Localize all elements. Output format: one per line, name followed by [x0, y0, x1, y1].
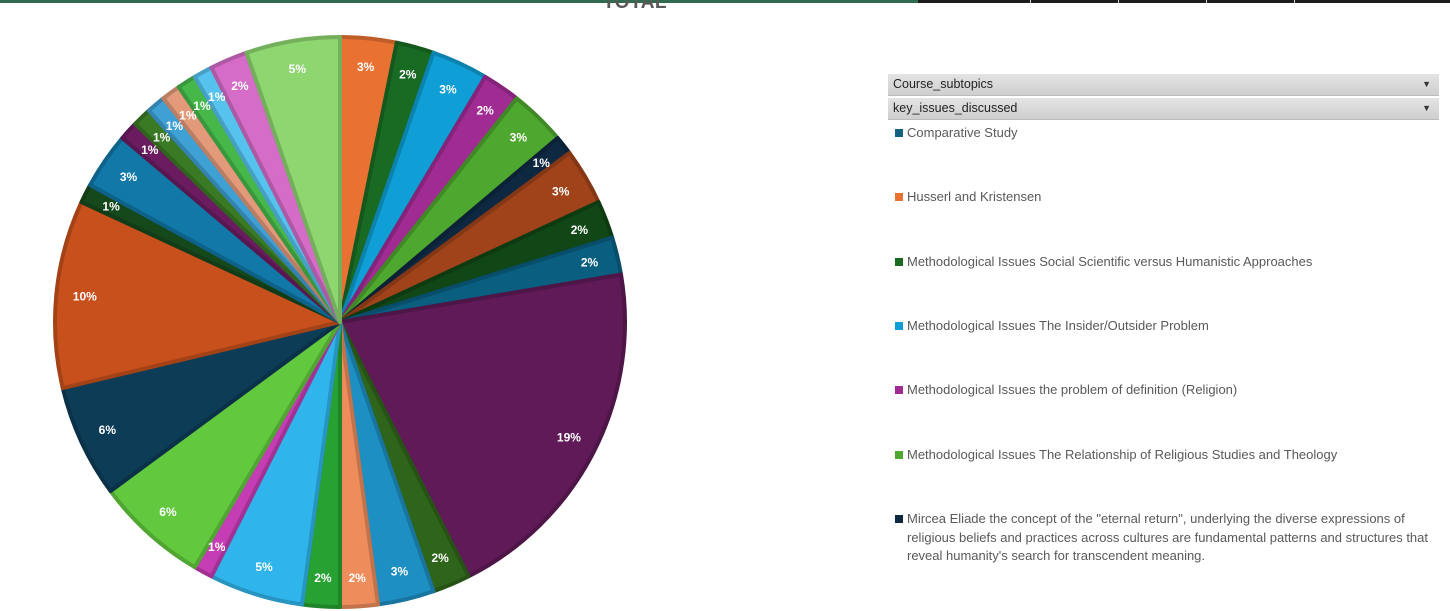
- legend-item: Methodological Issues The Relationship o…: [895, 446, 1430, 465]
- slice-data-label: 2%: [431, 551, 449, 565]
- slice-data-label: 19%: [557, 431, 581, 445]
- pie-slice[interactable]: [60, 320, 342, 494]
- slice-data-label: 3%: [120, 170, 138, 184]
- slice-data-label: 2%: [571, 223, 589, 237]
- legend-swatch: [895, 515, 903, 523]
- legend-label: Methodological Issues The Insider/Outsid…: [907, 318, 1209, 333]
- slice-data-label: 3%: [552, 184, 570, 198]
- legend-label: Methodological Issues Social Scientific …: [907, 254, 1313, 269]
- legend-label: Comparative Study: [907, 125, 1018, 140]
- slice-data-label: 3%: [391, 565, 409, 579]
- legend-label: Methodological Issues The Relationship o…: [907, 447, 1338, 462]
- slice-data-label: 2%: [314, 571, 332, 585]
- legend-label: Methodological Issues the problem of def…: [907, 382, 1238, 397]
- legend-item: Methodological Issues the problem of def…: [895, 381, 1430, 400]
- legend-label: Husserl and Kristensen: [907, 189, 1042, 204]
- slice-data-label: 2%: [399, 68, 417, 82]
- legend-swatch: [895, 193, 903, 201]
- legend-item: Husserl and Kristensen: [895, 188, 1430, 207]
- slice-data-label: 2%: [476, 104, 494, 118]
- filter-label: key_issues_discussed: [893, 101, 1018, 115]
- slice-data-label: 5%: [255, 560, 273, 574]
- legend-item: Methodological Issues Social Scientific …: [895, 253, 1430, 272]
- slice-data-label: 6%: [159, 505, 177, 519]
- slice-data-label: 10%: [73, 289, 97, 303]
- pie-chart: 3%2%3%2%3%1%3%2%2%19%2%3%2%2%5%1%6%6%10%…: [53, 35, 627, 610]
- top-toolbar-strip: [918, 0, 1450, 3]
- slice-data-label: 5%: [289, 62, 307, 76]
- slice-data-label: 1%: [208, 90, 226, 104]
- filter-course-subtopics[interactable]: Course_subtopics ▼: [888, 74, 1439, 96]
- chart-title: TOTAL: [602, 0, 668, 13]
- dropdown-arrow-icon[interactable]: ▼: [1422, 79, 1431, 89]
- pie-slice[interactable]: [338, 272, 627, 579]
- top-accent-bar: [0, 0, 918, 3]
- legend-swatch: [895, 322, 903, 330]
- slice-data-label: 1%: [153, 131, 171, 145]
- slice-data-label: 6%: [99, 423, 117, 437]
- legend-item: Methodological Issues The Insider/Outsid…: [895, 317, 1430, 336]
- pie-slice[interactable]: [108, 320, 342, 570]
- slice-data-label: 1%: [193, 99, 211, 113]
- slice-data-label: 1%: [166, 119, 184, 133]
- slice-data-label: 2%: [231, 79, 249, 93]
- slice-data-label: 1%: [208, 540, 226, 554]
- slice-data-label: 1%: [141, 143, 159, 157]
- legend-swatch: [895, 258, 903, 266]
- legend-swatch: [895, 386, 903, 394]
- filter-label: Course_subtopics: [893, 77, 994, 91]
- slice-data-label: 3%: [357, 60, 375, 74]
- pie-slice[interactable]: [53, 200, 342, 391]
- slice-data-label: 1%: [533, 156, 551, 170]
- slice-data-label: 2%: [348, 571, 366, 585]
- legend-panel: Course_subtopics ▼ key_issues_discussed …: [888, 74, 1439, 563]
- legend-swatch: [895, 129, 903, 137]
- legend-swatch: [895, 451, 903, 459]
- slice-data-label: 1%: [102, 199, 120, 213]
- slice-data-label: 3%: [510, 131, 528, 145]
- slice-data-label: 1%: [179, 109, 197, 123]
- slice-data-label: 2%: [581, 256, 599, 270]
- filter-key-issues-discussed[interactable]: key_issues_discussed ▼: [888, 98, 1439, 120]
- pie-slice[interactable]: [244, 35, 342, 324]
- legend-item: Comparative Study: [895, 124, 1430, 143]
- dropdown-arrow-icon[interactable]: ▼: [1422, 103, 1431, 113]
- legend-label: Mircea Eliade the concept of the "eterna…: [907, 511, 1428, 563]
- legend-item: Mircea Eliade the concept of the "eterna…: [895, 510, 1430, 566]
- slice-data-label: 3%: [439, 82, 457, 96]
